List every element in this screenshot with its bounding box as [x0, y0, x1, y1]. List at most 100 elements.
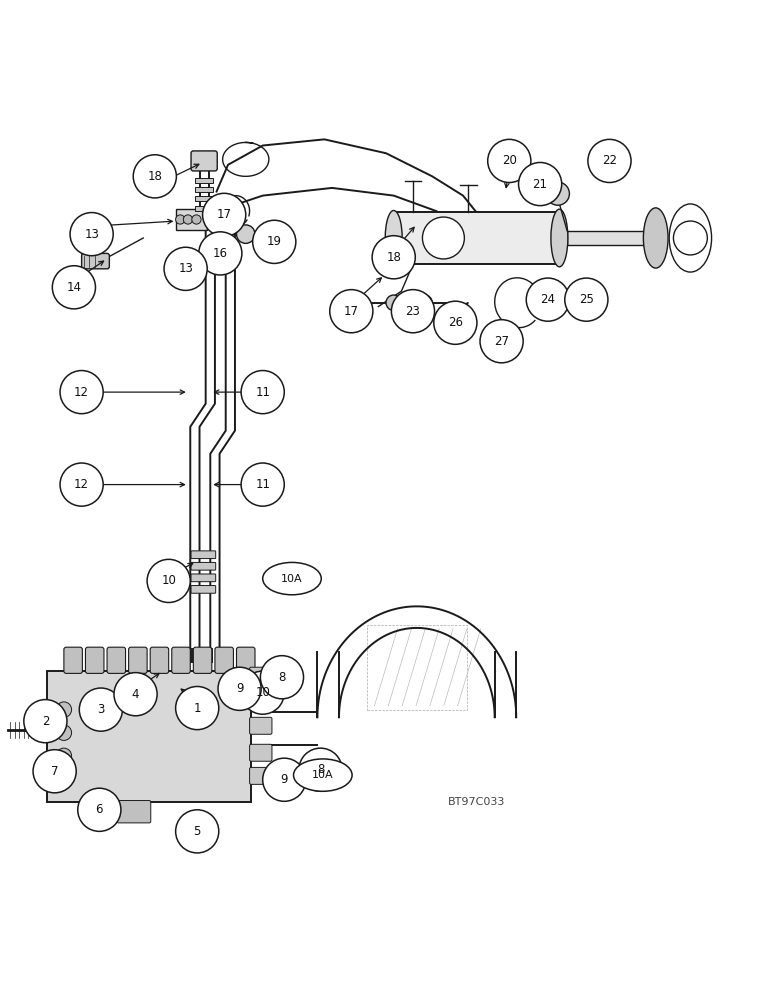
Text: 10: 10	[161, 574, 176, 587]
Text: 24: 24	[540, 293, 555, 306]
Text: 17: 17	[217, 208, 232, 221]
Circle shape	[391, 290, 435, 333]
Bar	[195, 206, 213, 211]
Text: 16: 16	[213, 247, 228, 260]
Circle shape	[519, 162, 562, 206]
Circle shape	[565, 278, 608, 321]
Ellipse shape	[551, 209, 568, 267]
FancyBboxPatch shape	[172, 647, 190, 673]
Circle shape	[260, 656, 303, 699]
FancyBboxPatch shape	[117, 801, 151, 823]
Circle shape	[241, 463, 284, 506]
Circle shape	[56, 748, 72, 764]
Text: 27: 27	[494, 335, 509, 348]
Text: 18: 18	[386, 251, 401, 264]
Circle shape	[56, 725, 72, 740]
FancyBboxPatch shape	[86, 647, 104, 673]
FancyBboxPatch shape	[249, 717, 272, 734]
Bar	[195, 187, 213, 192]
Bar	[195, 196, 213, 201]
Text: 21: 21	[533, 178, 547, 191]
Circle shape	[52, 266, 96, 309]
Ellipse shape	[293, 759, 352, 791]
FancyBboxPatch shape	[394, 212, 560, 264]
FancyBboxPatch shape	[191, 151, 217, 171]
Circle shape	[175, 810, 218, 853]
Ellipse shape	[262, 562, 321, 595]
Circle shape	[434, 301, 477, 344]
Text: 20: 20	[502, 154, 516, 167]
Circle shape	[480, 320, 523, 363]
Circle shape	[527, 278, 570, 321]
FancyBboxPatch shape	[249, 667, 272, 684]
Text: 2: 2	[42, 715, 49, 728]
Text: 13: 13	[84, 228, 99, 241]
Text: 14: 14	[66, 281, 81, 294]
Circle shape	[175, 686, 218, 730]
Text: 23: 23	[405, 305, 421, 318]
Text: 19: 19	[267, 235, 282, 248]
Text: 18: 18	[147, 170, 162, 183]
Circle shape	[80, 688, 123, 731]
Circle shape	[33, 750, 76, 793]
Circle shape	[588, 139, 631, 183]
Ellipse shape	[669, 204, 712, 272]
Text: 17: 17	[344, 305, 359, 318]
Text: BT97C033: BT97C033	[448, 797, 505, 807]
Text: 10A: 10A	[281, 574, 303, 584]
Ellipse shape	[385, 210, 402, 266]
FancyBboxPatch shape	[176, 209, 207, 230]
FancyBboxPatch shape	[82, 253, 110, 269]
Text: 25: 25	[579, 293, 594, 306]
Circle shape	[191, 215, 201, 224]
FancyBboxPatch shape	[193, 647, 212, 673]
Bar	[47, 671, 251, 802]
FancyBboxPatch shape	[249, 744, 272, 761]
Circle shape	[422, 217, 465, 259]
Circle shape	[262, 758, 306, 801]
Circle shape	[183, 215, 192, 224]
Circle shape	[241, 671, 284, 714]
Circle shape	[386, 295, 401, 310]
Text: 12: 12	[74, 478, 89, 491]
Circle shape	[218, 667, 261, 710]
Circle shape	[134, 155, 176, 198]
Text: 7: 7	[51, 765, 59, 778]
Circle shape	[299, 748, 342, 791]
FancyBboxPatch shape	[236, 647, 255, 673]
Bar	[567, 231, 655, 245]
Circle shape	[236, 225, 255, 243]
Text: 10: 10	[256, 686, 270, 699]
Circle shape	[56, 771, 72, 787]
Text: 12: 12	[74, 386, 89, 399]
Text: 8: 8	[278, 671, 286, 684]
Circle shape	[147, 559, 190, 602]
Circle shape	[175, 215, 185, 224]
Circle shape	[330, 290, 373, 333]
Text: 11: 11	[256, 478, 270, 491]
FancyBboxPatch shape	[191, 551, 215, 559]
FancyBboxPatch shape	[107, 647, 126, 673]
Bar	[195, 178, 213, 183]
Circle shape	[673, 221, 707, 255]
Text: 4: 4	[132, 688, 139, 701]
FancyBboxPatch shape	[191, 562, 215, 570]
FancyBboxPatch shape	[129, 647, 147, 673]
Text: 13: 13	[178, 262, 193, 275]
Text: 9: 9	[235, 682, 243, 695]
Circle shape	[198, 232, 242, 275]
Circle shape	[252, 220, 296, 263]
FancyBboxPatch shape	[249, 767, 272, 784]
Text: 1: 1	[194, 702, 201, 715]
FancyBboxPatch shape	[215, 647, 233, 673]
Circle shape	[372, 236, 415, 279]
FancyBboxPatch shape	[191, 586, 215, 593]
FancyBboxPatch shape	[64, 647, 83, 673]
Circle shape	[547, 182, 570, 205]
Text: 6: 6	[96, 803, 103, 816]
Text: 26: 26	[448, 316, 463, 329]
FancyBboxPatch shape	[191, 574, 215, 582]
Circle shape	[488, 139, 531, 183]
Ellipse shape	[643, 208, 668, 268]
FancyBboxPatch shape	[151, 647, 169, 673]
